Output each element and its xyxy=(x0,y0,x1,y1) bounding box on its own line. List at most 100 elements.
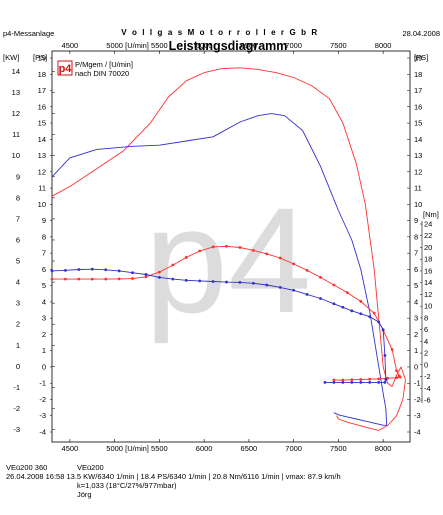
ps-left-tick-label: 16 xyxy=(38,102,46,111)
data-point xyxy=(341,305,345,309)
legend-line-2: nach DIN 70020 xyxy=(75,69,129,78)
data-point xyxy=(384,378,388,381)
data-point xyxy=(359,378,363,381)
data-point xyxy=(184,256,188,259)
axes: 4500450050005000550055006000600065006500… xyxy=(3,41,439,453)
data-point xyxy=(319,275,322,279)
data-point xyxy=(131,271,134,275)
data-point xyxy=(77,277,81,281)
data-point xyxy=(144,273,148,276)
kw-tick-label: 11 xyxy=(12,130,20,139)
chart-canvas: p4 4500450050005000550055006000600065006… xyxy=(3,41,439,453)
data-point xyxy=(117,277,121,281)
nm-tick-label: 2 xyxy=(424,349,428,358)
ps-right-axis-unit: [PS] xyxy=(414,53,428,62)
ps-left-tick-label: -4 xyxy=(39,428,46,437)
nm-tick-label: 8 xyxy=(424,313,428,322)
ps-left-tick-label: 17 xyxy=(38,86,46,95)
plot-border xyxy=(51,50,411,443)
data-point xyxy=(332,381,336,384)
data-point xyxy=(238,280,242,284)
ps-left-tick-label: 3 xyxy=(42,314,46,323)
ps-left-tick-label: 19 xyxy=(38,54,46,63)
nm-tick-label: 16 xyxy=(424,266,432,275)
kw-tick-label: -1 xyxy=(13,383,20,392)
legend: p4 P/Mgem / [U/min] nach DIN 70020 xyxy=(57,60,133,78)
watermark: p4 xyxy=(145,176,312,344)
p4-logo-icon xyxy=(57,60,73,76)
ps-left-tick-label: 18 xyxy=(38,70,46,79)
footer-results: 26.04.2008 16:58 13.5 KW/6340 1/min | 18… xyxy=(6,472,341,481)
data-point xyxy=(359,312,363,316)
kw-tick-label: 7 xyxy=(16,214,20,223)
data-point xyxy=(131,277,134,280)
data-point xyxy=(104,277,108,281)
data-point xyxy=(198,249,202,253)
header-date: 28.04.2008 xyxy=(402,29,440,38)
ps-left-tick-label: 8 xyxy=(42,232,46,241)
data-point xyxy=(368,381,372,384)
chart-title: Leistungsdiagramm xyxy=(168,39,288,53)
data-point xyxy=(225,280,228,284)
series-line-p-kw-1 xyxy=(51,113,388,426)
ps-left-tick-label: 15 xyxy=(38,119,46,128)
kw-tick-label: 0 xyxy=(16,362,20,371)
ps-right-tick-label: -4 xyxy=(414,428,421,437)
x-tick-label-bottom: 4500 xyxy=(62,444,79,453)
x-tick-label-top: 4500 xyxy=(62,41,79,50)
ps-left-tick-label: 10 xyxy=(38,200,46,209)
series-layer xyxy=(50,67,406,431)
x-tick-label-top: 6500 xyxy=(241,41,258,50)
x-tick-label-top: 7000 xyxy=(285,41,302,50)
kw-tick-label: 10 xyxy=(12,151,20,160)
ps-right-tick-label: 19 xyxy=(414,54,422,63)
data-point xyxy=(292,262,296,266)
x-tick-label-top: 7500 xyxy=(330,41,347,50)
data-point xyxy=(332,302,336,306)
data-point xyxy=(278,285,282,289)
data-point xyxy=(117,269,121,273)
ps-left-tick-label: -1 xyxy=(39,379,46,388)
ps-right-tick-label: -1 xyxy=(414,379,421,388)
ps-left-tick-label: 13 xyxy=(38,151,46,160)
x-tick-label-bottom: 6500 xyxy=(241,444,258,453)
legend-line-1: P/Mgem / [U/min] xyxy=(75,60,133,69)
kw-tick-label: 9 xyxy=(16,172,20,181)
data-point xyxy=(377,381,381,384)
ps-right-tick-label: 4 xyxy=(414,297,418,306)
nm-tick-label: 4 xyxy=(424,337,428,346)
ps-right-tick-label: 12 xyxy=(414,167,422,176)
kw-tick-label: 8 xyxy=(16,193,20,202)
data-point xyxy=(64,277,67,281)
data-point xyxy=(359,381,363,384)
data-point xyxy=(104,268,108,272)
ps-left-tick-label: 7 xyxy=(42,249,46,258)
kw-tick-label: 5 xyxy=(16,257,20,266)
data-point xyxy=(377,377,381,381)
ps-left-tick-label: 11 xyxy=(38,184,46,193)
x-tick-label-top: 6000 xyxy=(196,41,213,50)
data-point xyxy=(305,293,309,296)
nm-tick-label: 18 xyxy=(424,255,432,264)
kw-tick-label: 2 xyxy=(16,320,20,329)
company-name: V o l l g a s M o t o r r o l l e r G b … xyxy=(121,28,319,37)
data-point xyxy=(292,288,296,292)
nm-tick-label: 22 xyxy=(424,231,432,240)
ps-right-tick-label: 8 xyxy=(414,232,418,241)
data-point xyxy=(171,263,175,267)
ps-right-tick-label: 9 xyxy=(414,216,418,225)
data-point xyxy=(368,377,372,381)
ps-right-tick-label: 7 xyxy=(414,249,418,258)
kw-tick-label: 1 xyxy=(16,341,20,350)
nm-tick-label: 12 xyxy=(424,290,432,299)
kw-tick-label: 14 xyxy=(12,67,20,76)
ps-right-tick-label: 11 xyxy=(414,184,422,193)
data-point xyxy=(305,268,309,272)
kw-tick-label: -2 xyxy=(13,404,20,413)
data-point xyxy=(398,375,402,379)
data-point xyxy=(50,269,54,273)
ps-left-tick-label: -2 xyxy=(39,395,46,404)
kw-tick-label: 13 xyxy=(12,88,20,97)
data-point xyxy=(238,246,242,249)
ps-right-tick-label: -3 xyxy=(414,411,421,420)
